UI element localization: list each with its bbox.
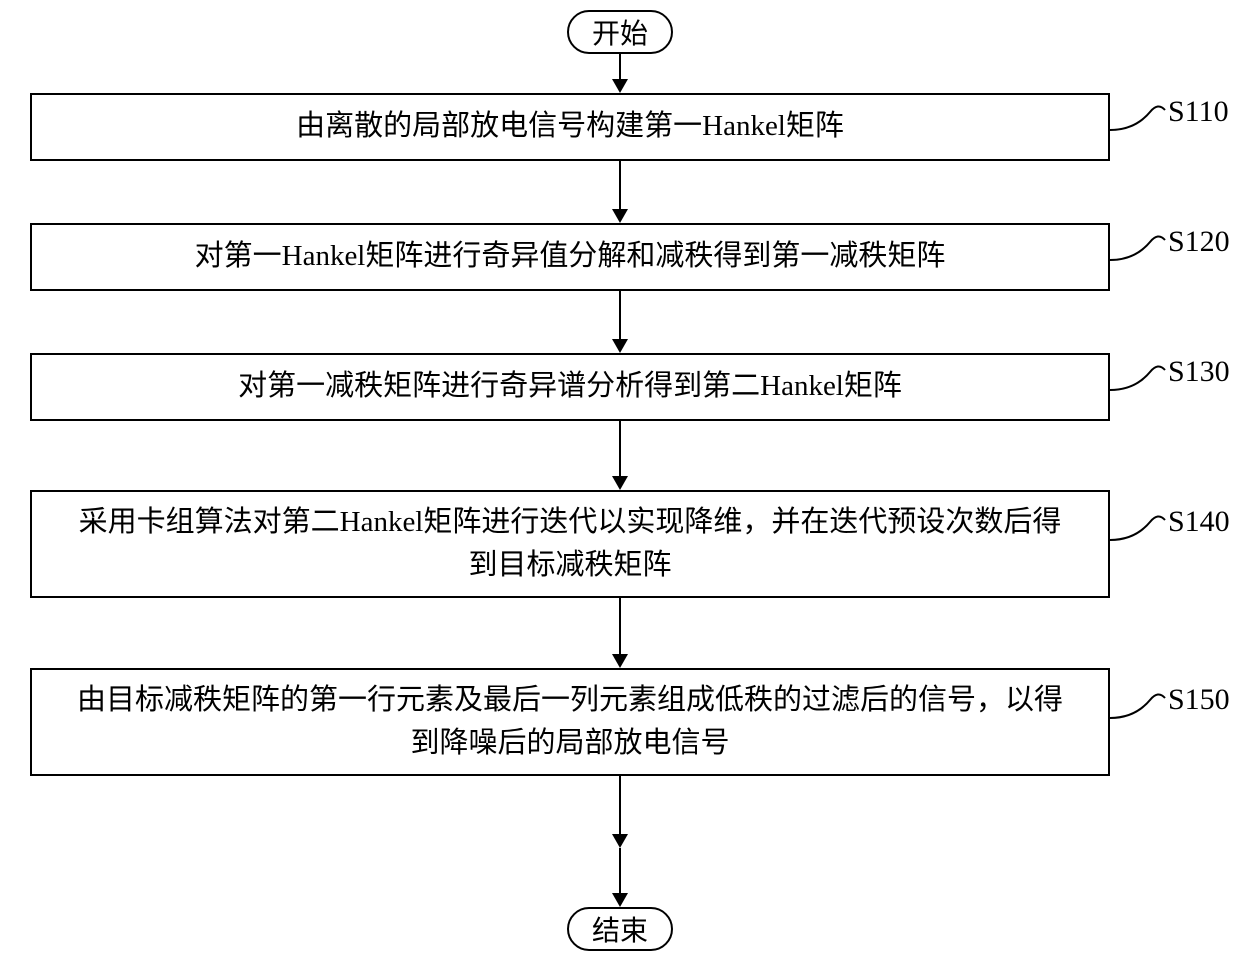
connector-curve (1110, 688, 1170, 728)
process-box-s120: 对第一Hankel矩阵进行奇异值分解和减秩得到第一减秩矩阵 (30, 223, 1110, 291)
connector-curve (1110, 360, 1170, 400)
step-label-s120: S120 (1168, 225, 1230, 259)
arrow-line (619, 848, 621, 893)
arrow-line (619, 291, 621, 339)
connector-curve (1110, 510, 1170, 550)
process-text: 采用卡组算法对第二Hankel矩阵进行迭代以实现降维，并在迭代预设次数后得到目标… (72, 501, 1068, 588)
step-label-s110: S110 (1168, 95, 1229, 129)
flowchart-container: 开始 由离散的局部放电信号构建第一Hankel矩阵 S110 对第一Hankel… (0, 0, 1240, 961)
arrow-line (619, 161, 621, 209)
process-box-s130: 对第一减秩矩阵进行奇异谱分析得到第二Hankel矩阵 (30, 353, 1110, 421)
connector-curve (1110, 230, 1170, 270)
terminal-end-label: 结束 (592, 909, 648, 949)
arrow-line (619, 54, 621, 79)
process-box-s140: 采用卡组算法对第二Hankel矩阵进行迭代以实现降维，并在迭代预设次数后得到目标… (30, 490, 1110, 598)
arrow-head (612, 209, 628, 223)
arrow-head (612, 79, 628, 93)
step-label-s150: S150 (1168, 683, 1230, 717)
arrow-head (612, 654, 628, 668)
arrow-head (612, 893, 628, 907)
arrow-head (612, 834, 628, 848)
process-box-s150: 由目标减秩矩阵的第一行元素及最后一列元素组成低秩的过滤后的信号，以得到降噪后的局… (30, 668, 1110, 776)
process-box-s110: 由离散的局部放电信号构建第一Hankel矩阵 (30, 93, 1110, 161)
terminal-end: 结束 (567, 907, 673, 951)
process-text: 对第一减秩矩阵进行奇异谱分析得到第二Hankel矩阵 (238, 365, 902, 409)
process-text: 对第一Hankel矩阵进行奇异值分解和减秩得到第一减秩矩阵 (195, 235, 946, 279)
arrow-line (619, 598, 621, 654)
process-text: 由目标减秩矩阵的第一行元素及最后一列元素组成低秩的过滤后的信号，以得到降噪后的局… (72, 679, 1068, 766)
arrow-line (619, 776, 621, 834)
arrow-head (612, 339, 628, 353)
terminal-start-label: 开始 (592, 12, 648, 52)
process-text: 由离散的局部放电信号构建第一Hankel矩阵 (296, 105, 844, 149)
step-label-s140: S140 (1168, 505, 1230, 539)
step-label-s130: S130 (1168, 355, 1230, 389)
arrow-line (619, 421, 621, 476)
arrow-head (612, 476, 628, 490)
connector-curve (1110, 100, 1170, 140)
terminal-start: 开始 (567, 10, 673, 54)
